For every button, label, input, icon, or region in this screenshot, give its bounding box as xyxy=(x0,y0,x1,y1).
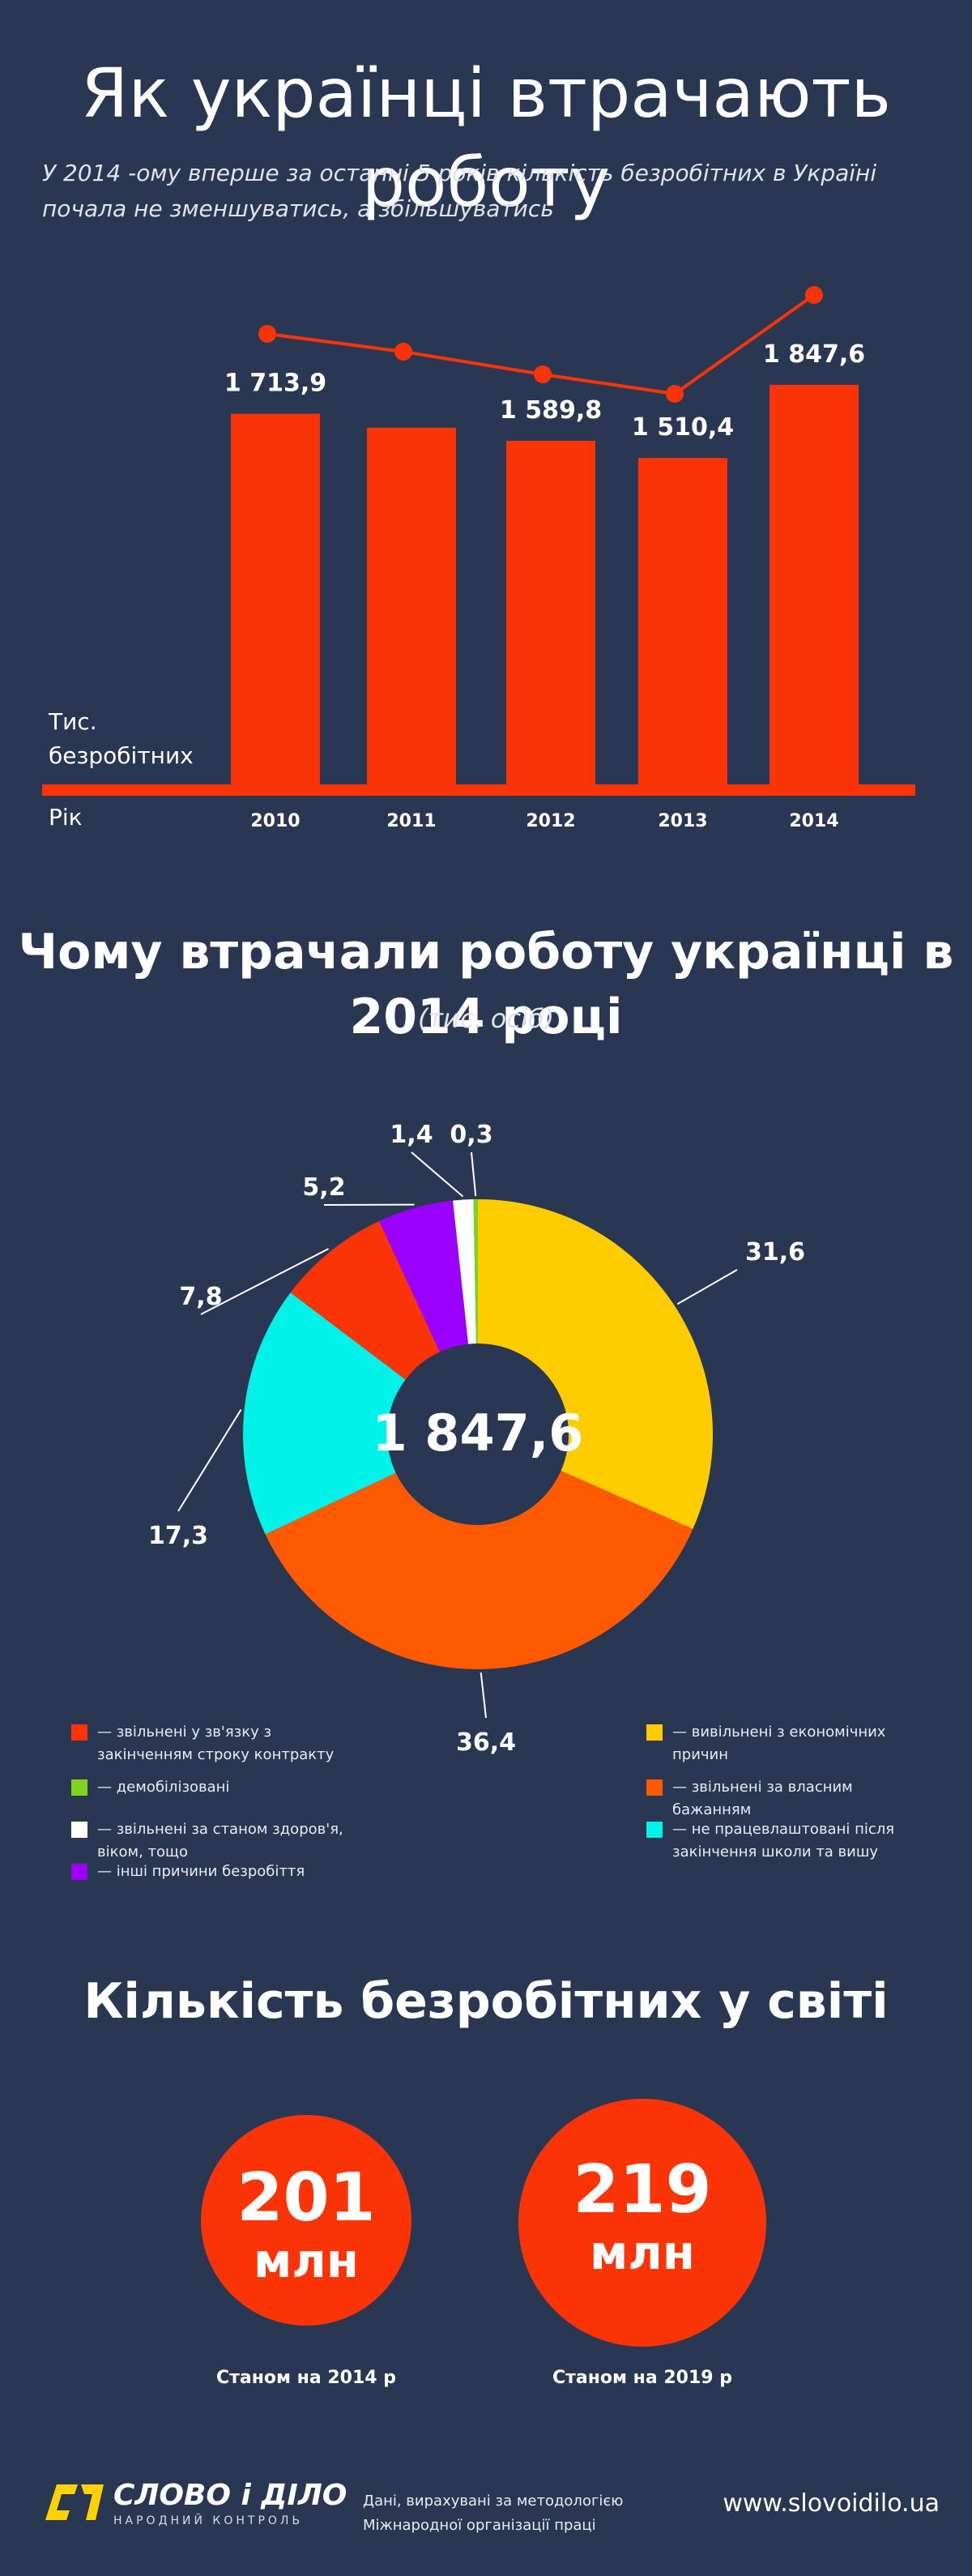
footer-source-note: Дані, вирахувані за методологією Міжнаро… xyxy=(363,2493,624,2534)
trend-point-2011 xyxy=(394,343,412,361)
donut-slice-2 xyxy=(243,1292,406,1535)
x-tick-2010: 2010 xyxy=(250,811,300,831)
footer-url-link[interactable]: www.slovoidilo.ua xyxy=(723,2489,940,2518)
bar-value-label-2010: 1 713,9 xyxy=(224,370,326,398)
world-2014-caption: Станом на 2014 р xyxy=(215,2368,397,2388)
bar-value-label-2013: 1 510,4 xyxy=(632,413,734,442)
world-2019-unit: млн xyxy=(590,2225,695,2280)
donut-value-label-2: 17,3 xyxy=(148,1522,208,1550)
donut-slice-6 xyxy=(473,1199,478,1344)
y-axis-label-line2: безробітних xyxy=(49,742,194,769)
donut-leader-1 xyxy=(480,1672,487,1719)
world-2014-circle: 201 млн xyxy=(201,2115,411,2326)
logo-subtext: НАРОДНИЙ КОНТРОЛЬ xyxy=(113,2514,304,2527)
bar-value-label-2014: 1 847,6 xyxy=(763,340,865,369)
donut-leader-0 xyxy=(676,1269,738,1305)
trend-point-2013 xyxy=(666,385,684,403)
donut-value-label-0: 31,6 xyxy=(745,1238,805,1267)
donut-center-total: 1 847,6 xyxy=(373,1403,584,1463)
legend-item-1: — звільнені за власним бажанням xyxy=(646,1776,938,1825)
legend-swatch-2 xyxy=(646,1822,663,1838)
page-title: Як українці втрачають роботу xyxy=(80,53,891,222)
world-2019-caption: Станом на 2019 р xyxy=(552,2368,733,2388)
bar-value-label-2012: 1 589,8 xyxy=(500,396,602,425)
trend-point-2010 xyxy=(258,325,276,343)
donut-value-label-6: 0,3 xyxy=(450,1121,492,1149)
trend-point-2014 xyxy=(805,286,823,304)
donut-leader-5 xyxy=(411,1151,464,1198)
legend-label-2: — не працевлаштовані після закінчення шк… xyxy=(672,1821,895,1860)
legend-label-4: — інші причини безробіття xyxy=(97,1863,305,1880)
donut-value-label-4: 5,2 xyxy=(302,1173,345,1202)
legend-swatch-3 xyxy=(71,1724,87,1741)
donut-value-label-1: 36,4 xyxy=(456,1728,516,1757)
x-tick-2012: 2012 xyxy=(526,811,575,831)
reasons-donut-chart: 31,6 36,4 17,3 7,8 5,2 1,4 0,3 1 847,6 xyxy=(148,1121,805,1757)
donut-value-label-3: 7,8 xyxy=(179,1283,222,1311)
y-axis-label-line1: Тис. xyxy=(48,708,97,735)
x-tick-2014: 2014 xyxy=(789,811,838,831)
donut-slice-5 xyxy=(453,1199,476,1344)
legend-swatch-1 xyxy=(646,1779,663,1796)
bar-2011 xyxy=(367,427,456,786)
legend-label-0: — вивільнені з економічних причин xyxy=(672,1724,886,1763)
donut-leader-6 xyxy=(471,1151,477,1197)
x-tick-2011: 2011 xyxy=(386,811,436,831)
pie-chart-title: Чому втрачали роботу українці в 2014 роц… xyxy=(18,924,954,1045)
legend-swatch-4 xyxy=(71,1864,87,1880)
legend-label-1: — звільнені за власним бажанням xyxy=(672,1779,853,1818)
legend-item-6: — демобілізовані xyxy=(71,1776,363,1825)
donut-slice-1 xyxy=(265,1471,693,1669)
legend-item-5: — звільнені за станом здоров'я, віком, т… xyxy=(71,1818,363,1867)
page-subtitle: У 2014 -ому вперше за останні 5 років кі… xyxy=(42,160,877,222)
bar-2013 xyxy=(638,458,727,786)
legend-swatch-6 xyxy=(71,1779,87,1796)
donut-slice-0 xyxy=(478,1199,714,1529)
legend-label-6: — демобілізовані xyxy=(97,1779,230,1796)
legend-item-0: — вивільнені з економічних причин xyxy=(646,1721,938,1770)
x-tick-2013: 2013 xyxy=(658,811,707,831)
legend-label-3: — звільнені у зв'язку з закінченням стро… xyxy=(97,1724,335,1763)
legend-label-5: — звільнені за станом здоров'я, віком, т… xyxy=(97,1821,343,1860)
bar-2012 xyxy=(506,440,595,786)
world-2019-number: 219 xyxy=(573,2151,712,2228)
world-2014-number: 201 xyxy=(237,2159,376,2236)
donut-slice-4 xyxy=(379,1200,469,1352)
logo-mark-icon xyxy=(45,2484,104,2520)
legend-item-2: — не працевлаштовані після закінчення шк… xyxy=(646,1818,938,1867)
bar-2014 xyxy=(770,384,859,786)
logo-text: СЛОВО і ДІЛО xyxy=(113,2479,347,2512)
x-axis-label: Рік xyxy=(49,804,83,831)
legend-swatch-5 xyxy=(71,1822,87,1838)
pie-chart-subtitle: (тис. осіб) xyxy=(417,1003,555,1034)
legend-item-4: — інші причини безробіття xyxy=(71,1860,363,1909)
legend-item-3: — звільнені у зв'язку з закінченням стро… xyxy=(71,1721,363,1770)
unemployment-bar-chart: 2010 1 713,9 2011 2012 1 589,8 2013 1 510,4 201… xyxy=(42,286,915,831)
trend-point-2012 xyxy=(534,365,552,383)
donut-value-label-5: 1,4 xyxy=(390,1121,433,1149)
bar-2010 xyxy=(231,413,320,786)
donut-slice-3 xyxy=(290,1220,440,1380)
world-2014-unit: млн xyxy=(254,2233,359,2288)
donut-leader-2 xyxy=(177,1409,242,1512)
world-2019-circle: 219 млн xyxy=(518,2099,766,2347)
donut-leader-3 xyxy=(200,1248,329,1315)
legend-swatch-0 xyxy=(646,1724,663,1741)
world-section-title: Кількість безробітних у світі xyxy=(83,1973,889,2030)
